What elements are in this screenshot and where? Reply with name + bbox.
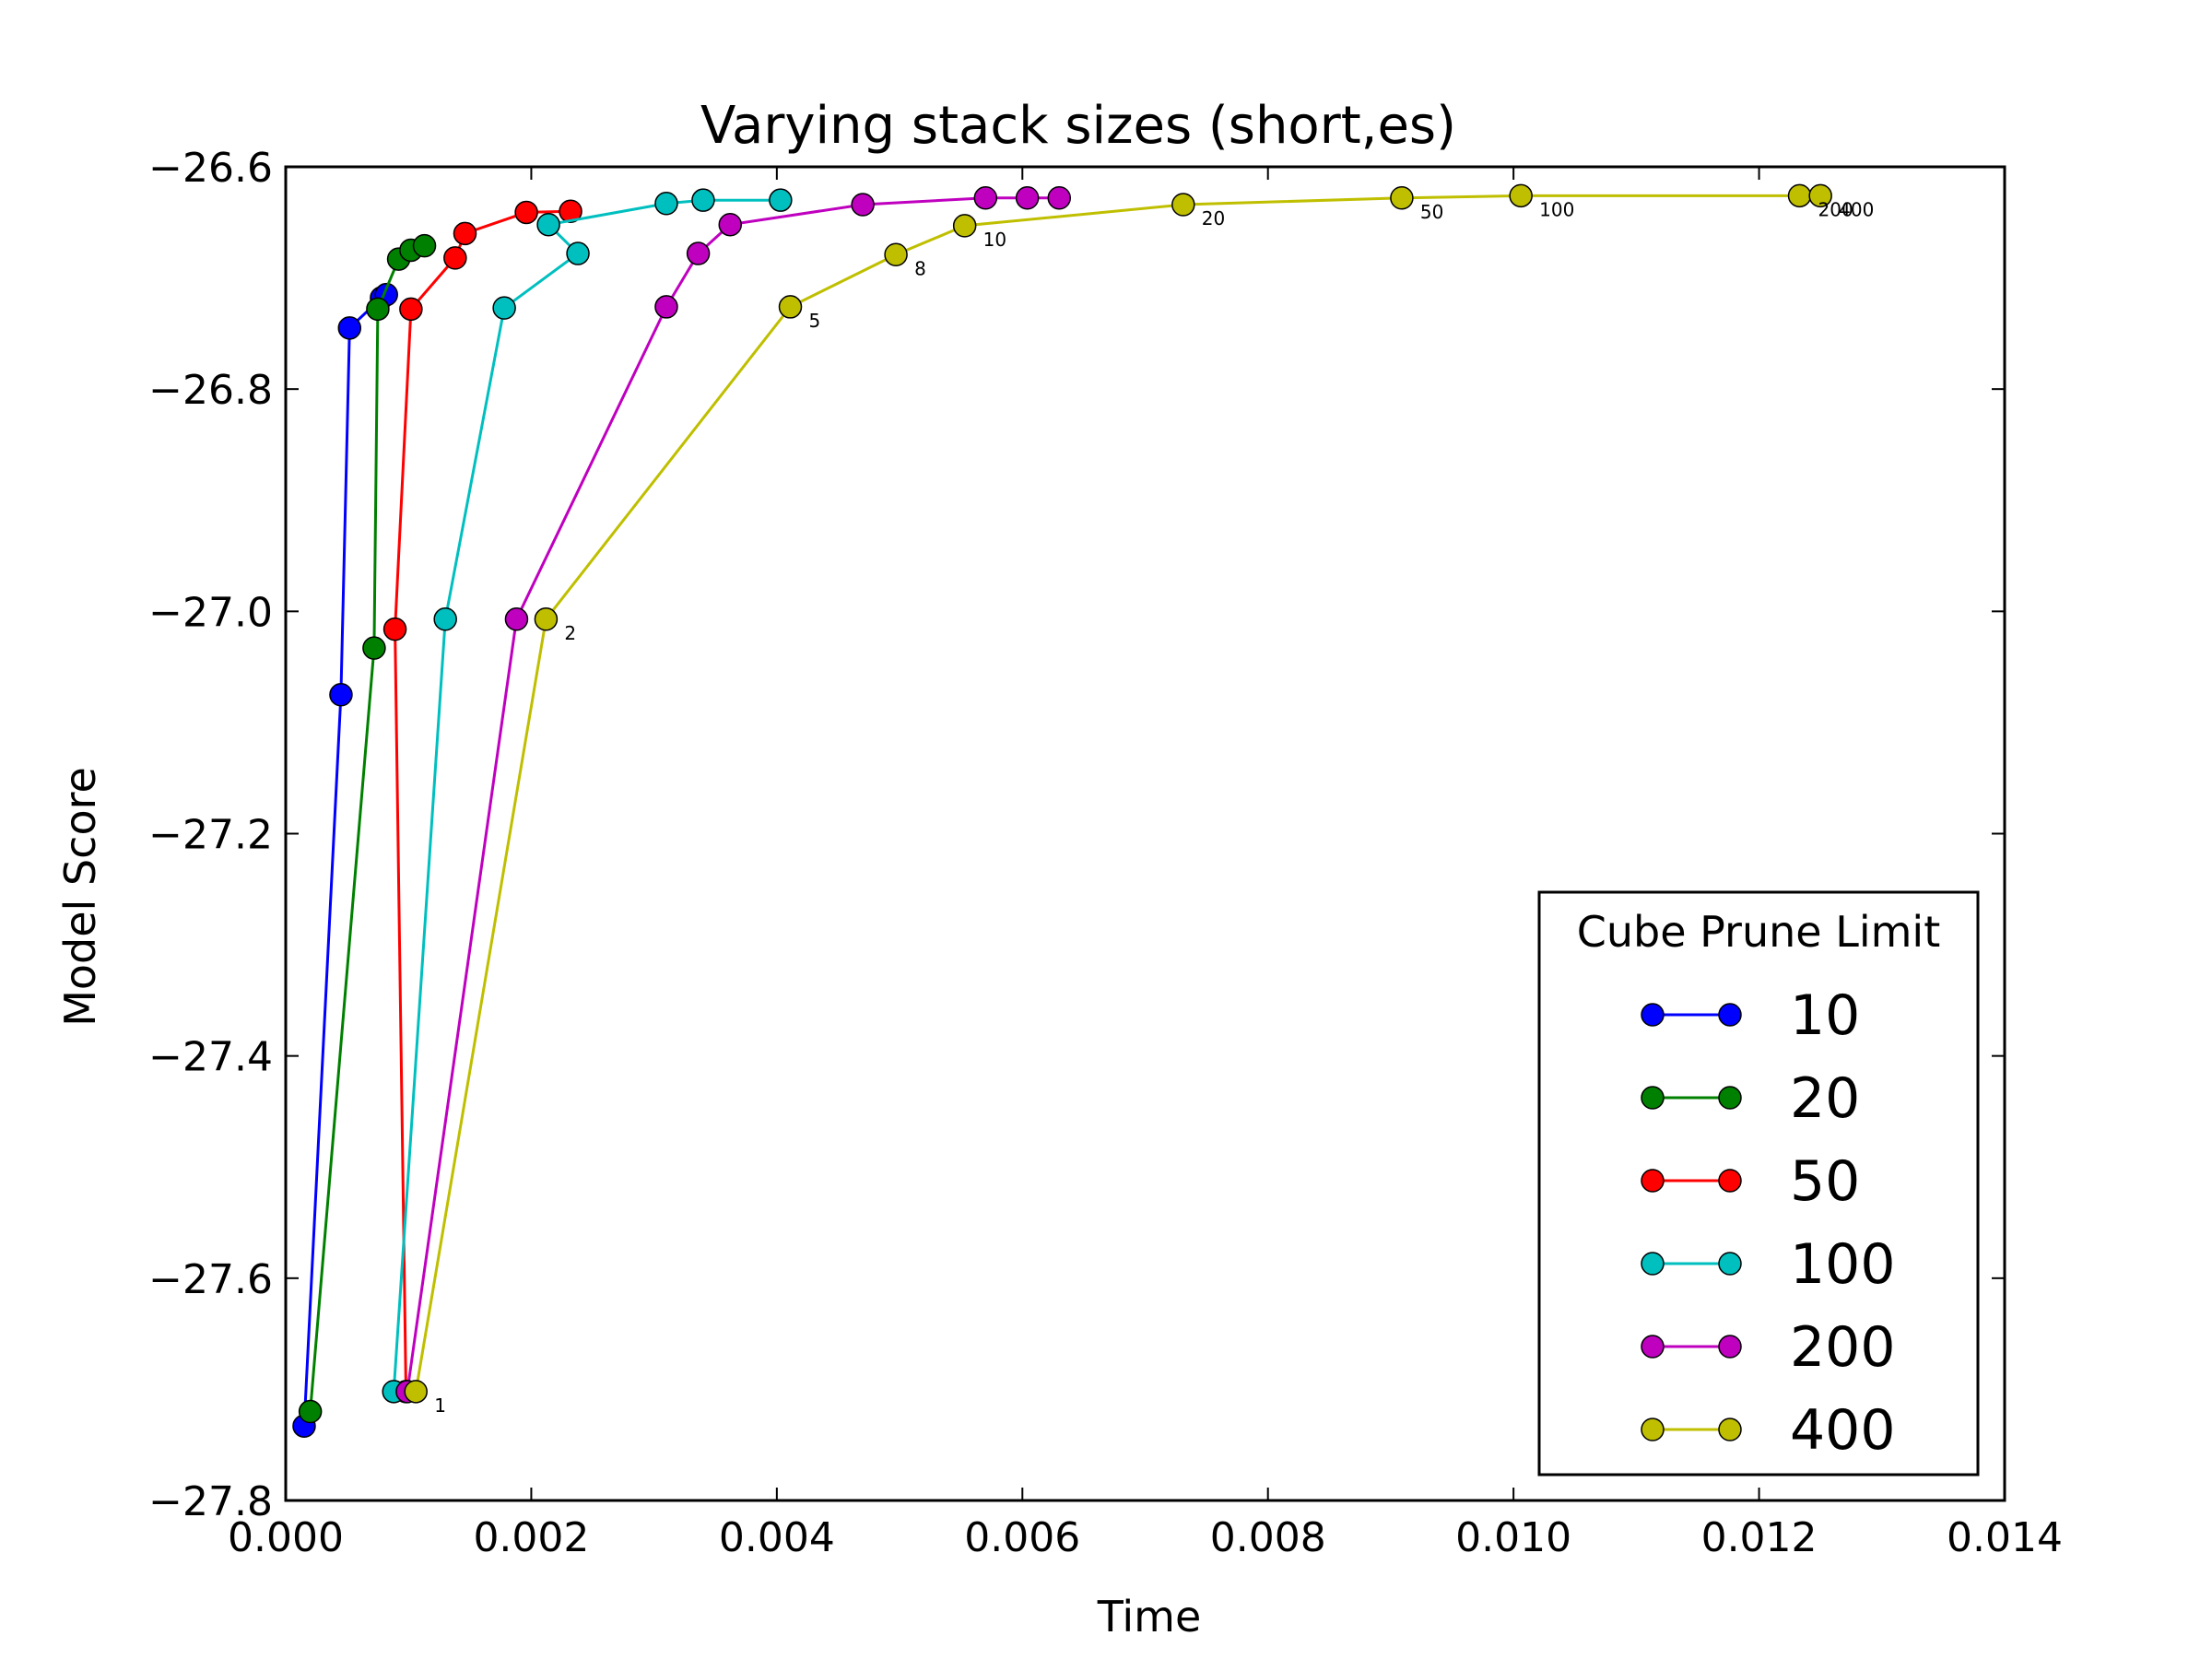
legend-marker bbox=[1641, 1418, 1665, 1441]
y-tick-label: −26.8 bbox=[148, 367, 273, 414]
data-point bbox=[1509, 183, 1533, 208]
plot-area: 0.000 0.002 0.004 0.006 0.008 0.010 0.012 0.014… bbox=[148, 145, 2063, 1561]
data-point bbox=[769, 188, 793, 212]
point-label: 10 bbox=[983, 229, 1006, 251]
data-point bbox=[851, 193, 875, 217]
y-axis-label: Model Score bbox=[55, 767, 105, 1027]
point-label: 200 bbox=[1818, 198, 1853, 220]
legend-box bbox=[1537, 890, 1980, 1477]
point-label: 8 bbox=[914, 257, 926, 279]
data-point bbox=[433, 607, 457, 631]
legend-marker bbox=[1718, 1003, 1742, 1027]
legend-marker bbox=[1641, 1252, 1665, 1276]
point-label: 20 bbox=[1202, 207, 1225, 229]
data-point bbox=[1787, 183, 1812, 208]
data-point bbox=[412, 233, 437, 258]
legend-marker bbox=[1718, 1169, 1742, 1193]
data-point bbox=[884, 242, 908, 267]
x-tick-label: 0.008 bbox=[1210, 1514, 1326, 1561]
legend-label: 100 bbox=[1790, 1232, 1896, 1297]
legend-marker bbox=[1641, 1169, 1665, 1193]
point-label: 400 bbox=[1839, 198, 1874, 220]
legend-label: 50 bbox=[1790, 1149, 1860, 1214]
point-label: 100 bbox=[1539, 198, 1574, 220]
data-point bbox=[337, 316, 362, 340]
point-label: 2 bbox=[564, 622, 576, 644]
y-tick-label: −27.4 bbox=[148, 1034, 273, 1081]
data-point bbox=[1808, 183, 1832, 208]
data-point bbox=[654, 295, 678, 319]
y-tick-label: −27.6 bbox=[148, 1256, 273, 1303]
legend-marker bbox=[1641, 1003, 1665, 1027]
data-point bbox=[952, 214, 977, 238]
point-label: 50 bbox=[1420, 201, 1443, 223]
y-tick-label: −26.6 bbox=[148, 145, 273, 192]
series-100 bbox=[382, 188, 793, 1404]
data-point bbox=[536, 212, 560, 237]
data-point bbox=[514, 200, 538, 225]
data-point bbox=[443, 246, 467, 270]
data-point bbox=[686, 241, 711, 265]
y-tick-label: −27.2 bbox=[148, 812, 273, 859]
y-tick-label: −27.8 bbox=[148, 1478, 273, 1525]
point-label: 1 bbox=[434, 1394, 446, 1417]
legend-entry-10: 10 bbox=[1641, 983, 1860, 1048]
data-point bbox=[362, 636, 386, 660]
legend-marker bbox=[1718, 1086, 1742, 1110]
x-tick-label: 0.006 bbox=[964, 1514, 1080, 1561]
data-point bbox=[973, 186, 998, 210]
legend-entry-100: 100 bbox=[1641, 1232, 1896, 1297]
x-tick-label: 0.004 bbox=[719, 1514, 835, 1561]
legend-marker bbox=[1718, 1252, 1742, 1276]
data-point bbox=[329, 683, 353, 707]
legend-entry-20: 20 bbox=[1641, 1066, 1860, 1131]
legend-marker bbox=[1641, 1335, 1665, 1359]
data-point bbox=[404, 1380, 428, 1404]
legend-label: 10 bbox=[1790, 983, 1860, 1048]
data-point bbox=[298, 1399, 323, 1424]
legend-marker bbox=[1718, 1418, 1742, 1441]
data-point bbox=[453, 221, 477, 246]
legend-entry-200: 200 bbox=[1641, 1315, 1896, 1380]
data-point bbox=[1047, 186, 1071, 210]
legend-entry-50: 50 bbox=[1641, 1149, 1860, 1214]
x-tick-label: 0.000 bbox=[228, 1514, 344, 1561]
legend-marker bbox=[1718, 1335, 1742, 1359]
legend: Cube Prune Limit 10 20 50 100 200 400 bbox=[1537, 890, 1980, 1477]
data-point bbox=[492, 296, 516, 320]
y-tick-label: −27.0 bbox=[148, 589, 273, 636]
data-point bbox=[399, 297, 423, 322]
chart-title: Varying stack sizes (short,es) bbox=[700, 96, 1456, 156]
data-point bbox=[504, 607, 529, 631]
series-20 bbox=[298, 233, 437, 1424]
data-point bbox=[366, 297, 390, 322]
series-50 bbox=[382, 199, 582, 1404]
x-tick-label: 0.012 bbox=[1701, 1514, 1818, 1561]
data-point bbox=[1015, 186, 1040, 210]
series-line-400 bbox=[414, 194, 1821, 1393]
legend-entry-400: 400 bbox=[1641, 1398, 1896, 1463]
x-axis-label: Time bbox=[1097, 1592, 1202, 1641]
legend-label: 200 bbox=[1790, 1315, 1896, 1380]
legend-marker bbox=[1641, 1086, 1665, 1110]
data-point bbox=[566, 241, 590, 265]
data-point bbox=[559, 199, 582, 223]
data-point bbox=[691, 188, 715, 212]
point-label: 5 bbox=[809, 310, 821, 332]
x-tick-label: 0.010 bbox=[1455, 1514, 1571, 1561]
data-point bbox=[1171, 193, 1195, 217]
x-tick-label: 0.002 bbox=[473, 1514, 589, 1561]
data-point bbox=[534, 607, 559, 631]
data-point bbox=[382, 617, 407, 641]
data-point bbox=[778, 295, 803, 319]
data-point bbox=[654, 192, 678, 216]
data-point bbox=[718, 212, 742, 237]
x-tick-label: 0.014 bbox=[1947, 1514, 2063, 1561]
legend-title: Cube Prune Limit bbox=[1577, 907, 1941, 957]
data-point bbox=[1390, 186, 1414, 210]
legend-label: 20 bbox=[1790, 1066, 1860, 1131]
legend-label: 400 bbox=[1790, 1398, 1896, 1463]
